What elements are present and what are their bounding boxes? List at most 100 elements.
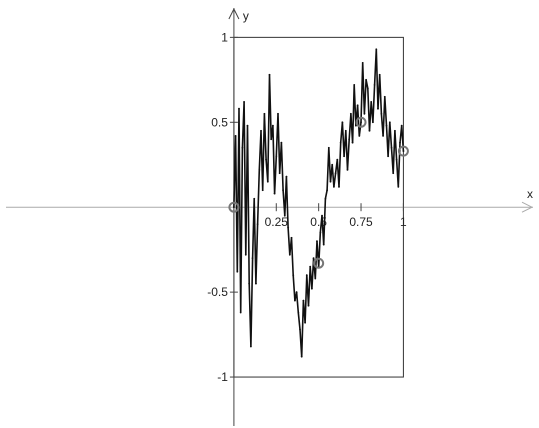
data-point: [241, 146, 244, 149]
data-point: [324, 197, 327, 200]
x-tick-label: 0.25: [265, 215, 289, 229]
data-point: [295, 291, 298, 294]
data-point: [382, 134, 384, 137]
data-point: [344, 129, 347, 132]
data-point: [260, 129, 262, 132]
data-point: [373, 84, 376, 86]
data-point: [273, 192, 276, 195]
data-point: [314, 277, 317, 280]
data-point: [361, 61, 364, 64]
data-point: [255, 282, 257, 285]
data-point: [285, 175, 288, 178]
data-point: [261, 189, 264, 192]
x-axis-label: x: [527, 187, 533, 201]
data-point: [349, 112, 352, 115]
data-point: [238, 107, 240, 110]
data-point: [371, 121, 374, 124]
data-point: [394, 129, 396, 132]
markers: [228, 116, 409, 269]
data-point: [321, 214, 323, 217]
data-point: [339, 141, 342, 144]
data-point: [377, 107, 379, 110]
data-point: [297, 311, 300, 314]
data-point: [388, 121, 391, 124]
data-point: [302, 299, 305, 302]
y-tick-label: -0.5: [207, 285, 228, 299]
data-point: [348, 138, 351, 141]
data-point: [316, 240, 318, 243]
data-point: [300, 355, 303, 358]
data-point: [346, 168, 349, 171]
data-point: [244, 253, 247, 256]
data-point: [343, 155, 345, 158]
data-point: [278, 172, 281, 175]
data-point: [234, 134, 237, 137]
data-point: [243, 101, 245, 103]
data-point: [390, 146, 393, 149]
data-point: [309, 265, 312, 268]
series-line: [233, 48, 405, 358]
data-point: [351, 141, 354, 144]
data-point: [294, 299, 296, 302]
data-point: [392, 172, 395, 175]
data-point: [253, 197, 256, 200]
data-point: [383, 95, 386, 98]
data-point: [331, 163, 334, 166]
data-point: [397, 185, 400, 188]
y-tick-label: 0.5: [211, 115, 228, 129]
data-point: [271, 124, 274, 127]
data-point: [333, 185, 335, 188]
data-point: [395, 158, 398, 161]
data-point: [366, 87, 369, 90]
y-axis-arrow: [228, 7, 240, 20]
marker-point[interactable]: [355, 116, 367, 128]
data-point: [236, 270, 239, 273]
data-point: [251, 257, 254, 260]
axes: [6, 7, 534, 426]
data-point: [283, 214, 286, 217]
data-point: [277, 112, 279, 115]
x-axis-arrow: [521, 201, 534, 213]
data-point: [239, 311, 242, 314]
data-point: [304, 321, 306, 324]
data-point: [270, 138, 273, 141]
data-point: [360, 121, 362, 124]
data-point: [282, 189, 284, 192]
data-point: [312, 257, 315, 260]
data-point: [375, 48, 378, 51]
data-point: [290, 236, 293, 239]
data-point: [322, 243, 325, 246]
data-point: [356, 104, 359, 107]
data-point: [233, 206, 235, 209]
data-point: [287, 226, 290, 229]
data-point: [387, 155, 390, 158]
y-axis-label: y: [243, 9, 249, 23]
marker-point[interactable]: [228, 201, 240, 213]
data-point: [258, 168, 261, 171]
data-point: [399, 141, 401, 144]
data-point: [256, 223, 259, 226]
data-point: [288, 253, 291, 256]
data-point: [338, 185, 340, 188]
series: [233, 48, 405, 358]
data-point: [400, 124, 403, 127]
data-point: [370, 101, 373, 103]
data-point: [280, 141, 283, 144]
data-point: [263, 112, 266, 115]
data-point: [365, 78, 368, 81]
data-point: [265, 158, 268, 161]
data-point: [249, 345, 252, 348]
data-point: [327, 146, 330, 149]
data-point: [385, 124, 388, 127]
data-point: [363, 112, 366, 115]
marker-point[interactable]: [397, 145, 409, 157]
data-point: [341, 121, 344, 124]
data-point: [319, 231, 322, 234]
marker-point[interactable]: [313, 257, 325, 269]
data-point: [326, 189, 329, 192]
data-point: [275, 155, 278, 158]
data-point: [292, 274, 295, 277]
data-point: [334, 172, 337, 175]
data-point: [368, 129, 371, 132]
